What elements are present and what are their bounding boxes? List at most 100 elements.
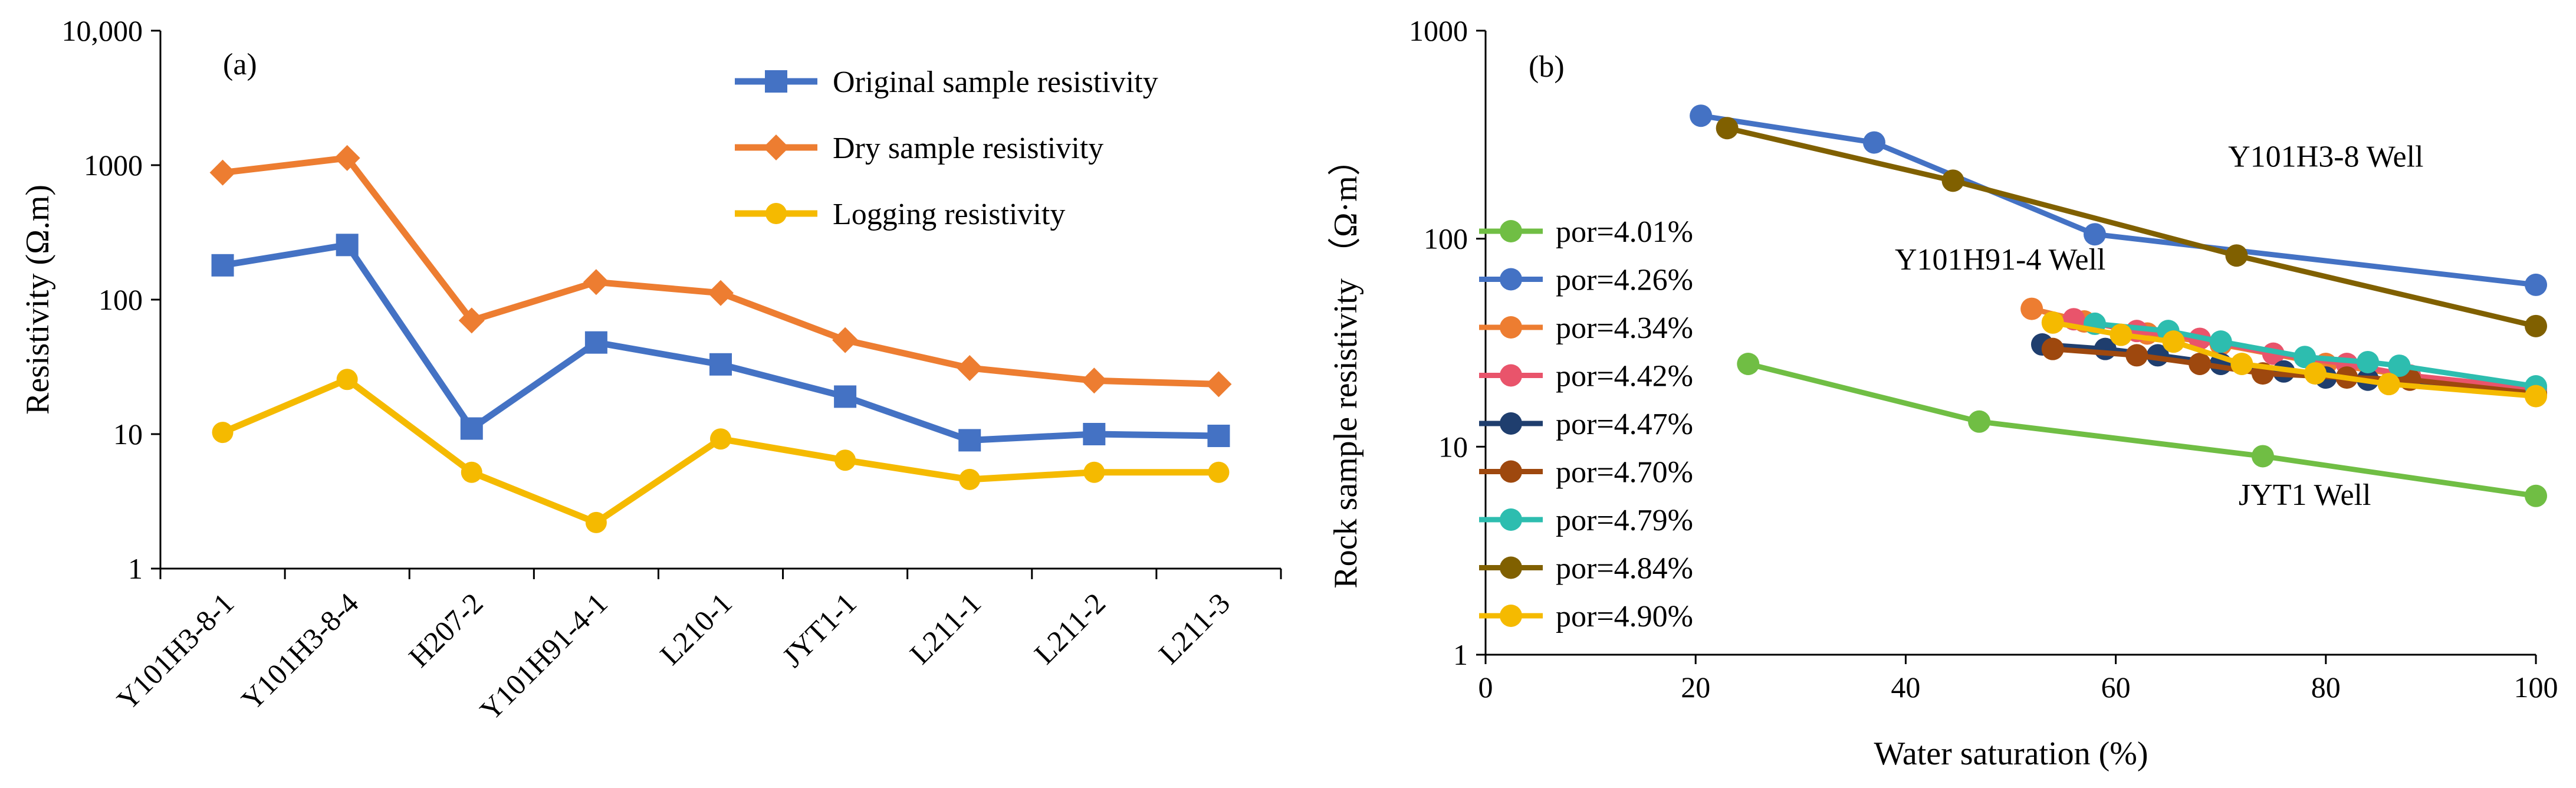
panel-b-legend-marker	[1500, 508, 1522, 531]
panel-a-data-point	[709, 353, 732, 376]
panel-b-legend-marker	[1500, 460, 1522, 483]
panel-b-x-tick-label: 20	[1681, 671, 1710, 704]
panel-b-data-point	[2525, 385, 2547, 408]
panel-b-data-point	[1690, 104, 1713, 127]
panel-a-data-point	[958, 429, 981, 452]
panel-a-data-point	[583, 269, 609, 296]
panel-a-data-point	[959, 468, 981, 490]
panel-a-legend-label: Logging resistivity	[833, 198, 1065, 231]
panel-a-data-point	[834, 385, 857, 408]
panel-b-data-point	[2020, 297, 2043, 320]
panel-a-legend-label: Dry sample resistivity	[833, 132, 1103, 165]
panel-a-data-point	[585, 511, 607, 533]
panel-b-data-point	[1941, 169, 1964, 192]
panel-a-label: (a)	[223, 48, 257, 81]
panel-a-y-tick-label: 1	[128, 552, 143, 585]
panel-b-data-point	[2377, 373, 2400, 396]
panel-b-data-point	[2357, 350, 2380, 373]
panel-a-data-point	[832, 327, 859, 353]
panel-b-data-point	[2189, 352, 2212, 375]
panel-a-y-tick-label: 1000	[84, 149, 143, 182]
panel-b-legend-label: por=4.84%	[1556, 552, 1693, 586]
panel-b-legend-label: por=4.70%	[1556, 456, 1693, 490]
panel-b-annotations: Y101H3-8 Well Y101H91-4 Well JYT1 Well	[1895, 140, 2423, 512]
panel-b-legend-marker	[1500, 220, 1522, 242]
panel-b-data-point	[2110, 323, 2133, 346]
panel-a-x-tick-label: Y101H91-4-1	[474, 586, 614, 727]
panel-b-legend-marker	[1500, 364, 1522, 387]
panel-b-annotation: Y101H91-4 Well	[1895, 243, 2105, 277]
panel-a-legend-marker	[765, 203, 787, 224]
panel-b-data-point	[2162, 330, 2185, 353]
panel-a-data-point	[334, 145, 360, 171]
panel-b-data-point	[2041, 337, 2064, 360]
panel-a-data-point	[211, 254, 234, 277]
panel-b-series-line	[1747, 361, 2536, 499]
panel-b-y-tick-label: 1	[1453, 638, 1468, 671]
panel-b-y-tick-label: 10	[1438, 430, 1468, 463]
panel-a-legend: Original sample resistivity Dry sample re…	[735, 65, 1158, 231]
panel-b-data-point	[2525, 273, 2547, 296]
panel-a-y-ticks: 1 10 100 1000 10,000	[62, 14, 160, 585]
panel-b-data-point	[1862, 131, 1885, 154]
panel-b-legend-marker	[1500, 268, 1522, 291]
panel-b-data-point	[2294, 346, 2317, 369]
panel-a-data-point	[584, 331, 607, 354]
panel-b-x-tick-label: 0	[1478, 671, 1493, 704]
panel-a-y-tick-label: 100	[98, 283, 143, 316]
panel-b-x-tick-label: 100	[2514, 671, 2558, 704]
panel-a-series-line	[222, 241, 1219, 444]
panel-b-annotation: Y101H3-8 Well	[2228, 140, 2423, 173]
panel-b-data-point	[2083, 223, 2106, 246]
panel-a-data-point	[336, 234, 359, 257]
panel-a-x-tick-label: H207-2	[402, 586, 489, 674]
panel-a-data-point	[1205, 371, 1232, 398]
panel-b-x-ticks: 0 20 40 60 80 100	[1478, 655, 2558, 704]
panel-b-legend-marker	[1500, 412, 1522, 435]
panel-b-data-point	[2304, 362, 2327, 385]
panel-b-data-point	[2041, 311, 2064, 334]
panel-b-series-line	[1726, 125, 2537, 329]
panel-b-data-point	[1716, 117, 1739, 140]
panel-a-series	[209, 145, 1232, 533]
panel-b-data-point	[2525, 484, 2547, 507]
panel-a-data-point	[1081, 367, 1108, 394]
panel-a-x-tick-label: L211-2	[1028, 586, 1112, 670]
panel-a-data-point	[1207, 425, 1230, 448]
panel-b-series	[1690, 104, 2547, 507]
panel-a: (a) Resistivity (Ω.m) 1 10 100 1000 10,000 Y…	[19, 14, 1282, 727]
panel-b-data-point	[2388, 354, 2411, 377]
panel-b-y-ticks: 1 10 100 1000	[1409, 14, 1486, 671]
panel-b-data-point	[2251, 445, 2274, 468]
panel-b-x-axis-title: Water saturation (%)	[1874, 736, 2148, 772]
panel-b-legend-label: por=4.79%	[1556, 504, 1693, 537]
panel-b-y-tick-label: 1000	[1409, 14, 1468, 47]
panel-a-y-axis-title: Resistivity (Ω.m)	[19, 185, 56, 415]
panel-a-legend-marker	[763, 134, 789, 160]
panel-a-series-line	[221, 376, 1219, 526]
panel-a-data-point	[336, 369, 358, 390]
panel-a-x-tick-label: JYT1-1	[776, 586, 863, 674]
panel-a-data-point	[708, 280, 734, 306]
panel-b-annotation: JYT1 Well	[2239, 478, 2371, 512]
panel-b-label: (b)	[1529, 50, 1565, 84]
panel-b-data-point	[2209, 330, 2232, 353]
panel-b: (b) Water saturation (%) Rock sample res…	[1328, 14, 2558, 772]
panel-b-data-point	[1737, 352, 1760, 375]
panel-a-x-tick-label: Y101H3-8-1	[110, 586, 240, 716]
panel-b-legend-label: por=4.01%	[1556, 215, 1693, 249]
panel-a-legend-marker	[765, 70, 787, 93]
panel-b-y-axis-title: Rock sample resistivity （Ω·m）	[1328, 143, 1364, 589]
panel-b-x-tick-label: 60	[2101, 671, 2131, 704]
panel-a-data-point	[212, 422, 234, 444]
panel-a-x-tick-label: L210-1	[653, 586, 738, 671]
panel-b-legend-label: por=4.26%	[1556, 264, 1693, 297]
panel-b-legend-label: por=4.47%	[1556, 408, 1693, 441]
panel-a-data-point	[461, 461, 482, 483]
panel-b-legend-label: por=4.42%	[1556, 360, 1693, 393]
panel-a-x-tick-label: Y101H3-8-4	[235, 586, 364, 716]
panel-a-data-point	[458, 307, 485, 334]
panel-b-legend-label: por=4.34%	[1556, 311, 1693, 345]
panel-b-legend-marker	[1500, 556, 1522, 579]
